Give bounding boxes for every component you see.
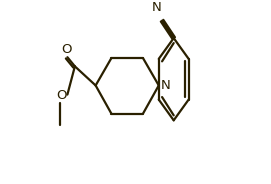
Text: N: N [161,79,171,92]
Text: N: N [152,1,162,14]
Text: O: O [56,89,66,102]
Text: O: O [61,43,71,56]
